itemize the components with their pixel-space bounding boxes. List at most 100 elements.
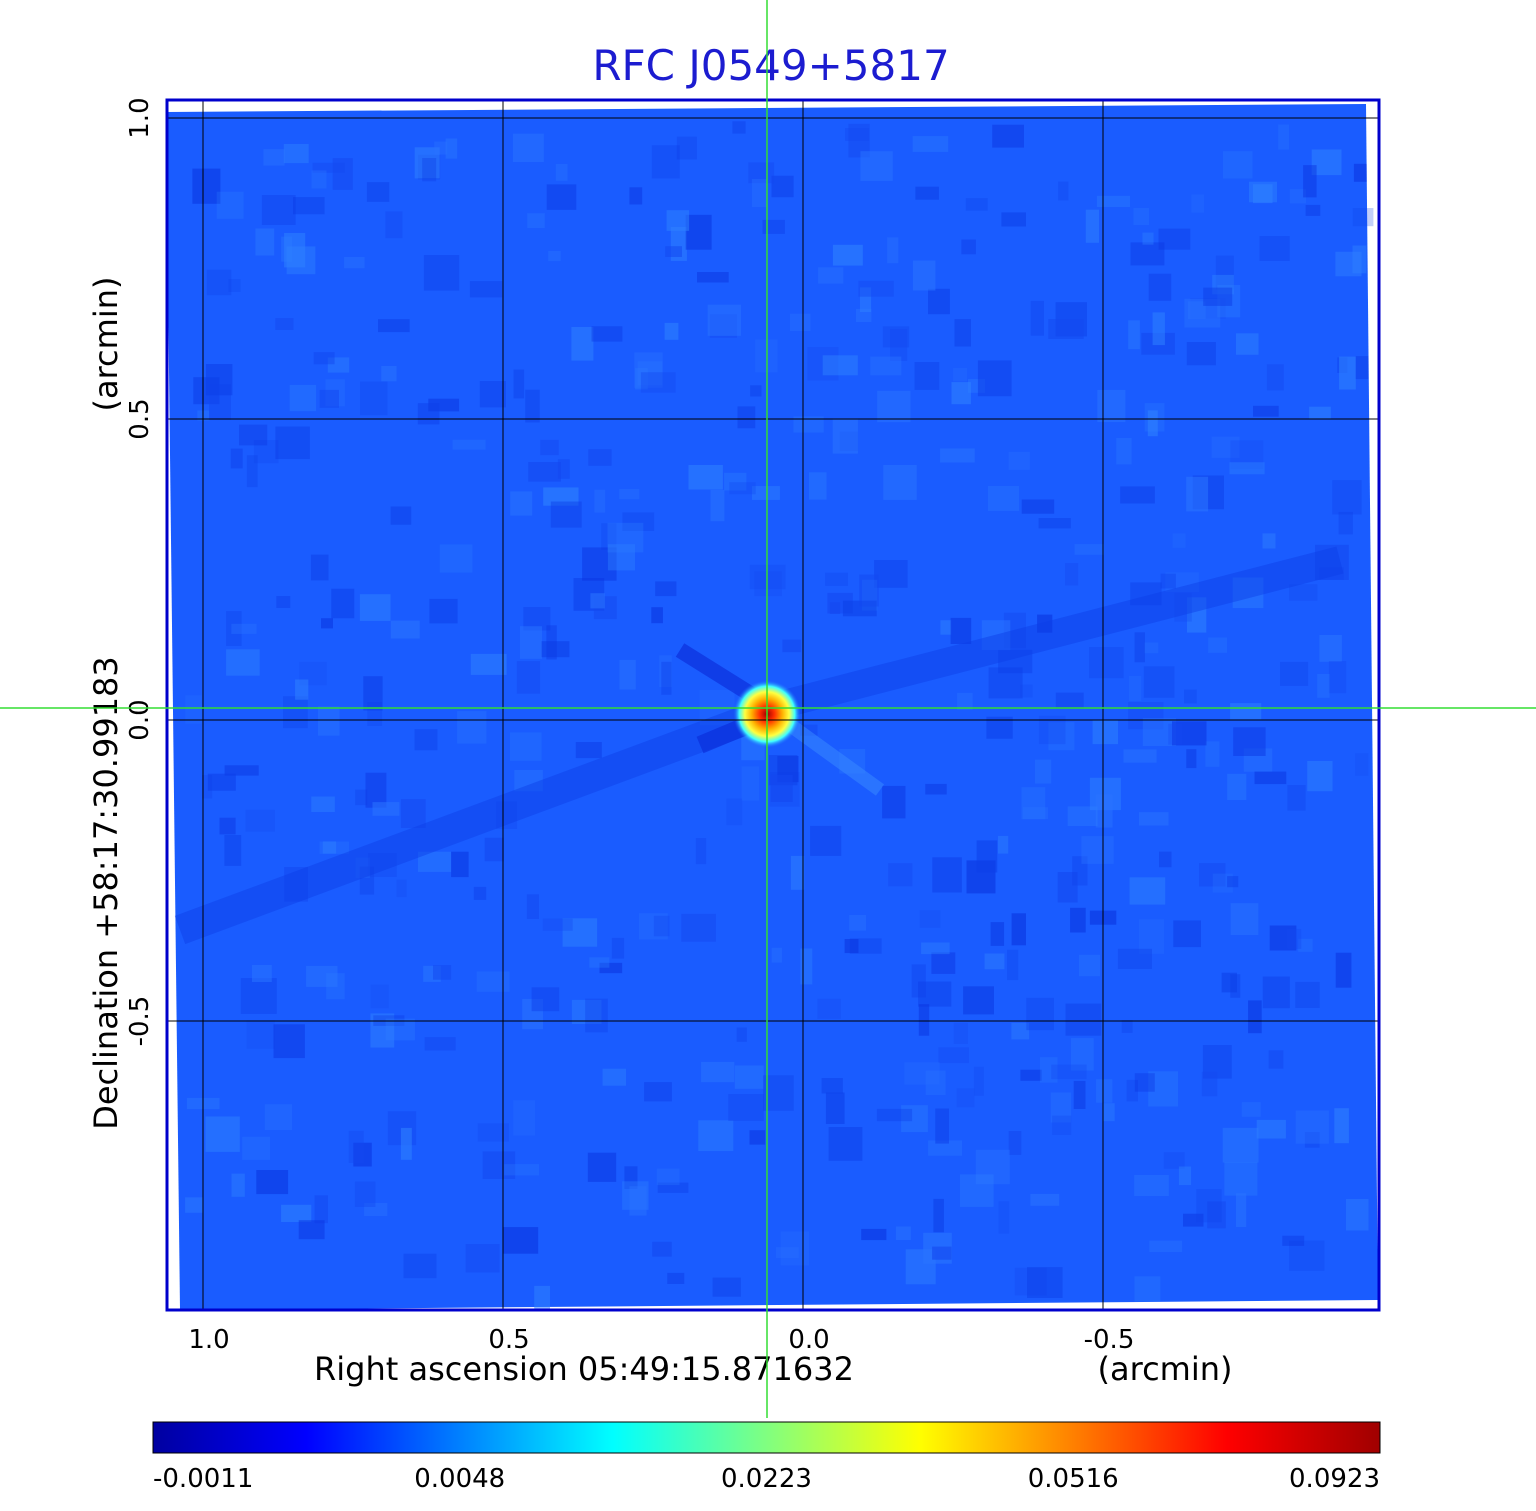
noise-patch	[856, 308, 872, 322]
noise-patch	[1287, 928, 1302, 949]
noise-patch	[245, 809, 275, 832]
noise-patch	[1243, 748, 1273, 772]
noise-patch	[751, 179, 767, 208]
noise-patch	[289, 384, 317, 412]
noise-patch	[400, 1127, 412, 1160]
coordinate-grid	[167, 100, 1379, 1310]
noise-patch	[976, 840, 998, 873]
colorbar	[152, 1421, 1381, 1454]
noise-patch	[1211, 436, 1240, 458]
x-tick-labels: 1.0 0.5 0.0 -0.5	[188, 1325, 1134, 1355]
noise-patch	[541, 641, 570, 658]
noise-patch	[1134, 1174, 1169, 1197]
noise-patch	[452, 439, 486, 450]
noise-patch	[1268, 1050, 1284, 1069]
noise-patch	[1096, 195, 1130, 207]
noise-patch	[1014, 1267, 1047, 1296]
noise-patch	[526, 894, 539, 919]
noise-patch	[882, 785, 906, 819]
noise-patch	[224, 765, 259, 776]
noise-patch	[504, 1164, 539, 1176]
noise-patch	[1172, 721, 1207, 746]
noise-patch	[348, 1130, 364, 1163]
noise-patch	[1241, 1102, 1261, 1117]
noise-patch	[385, 211, 403, 239]
noise-patch	[800, 948, 813, 985]
noise-patch	[353, 1142, 372, 1167]
noise-patch	[555, 163, 568, 181]
noise-patch	[523, 607, 551, 631]
noise-patch	[1227, 773, 1247, 800]
noise-patch	[1249, 181, 1277, 203]
noise-patch	[724, 472, 747, 491]
noise-patch	[1020, 684, 1033, 698]
noise-patch	[676, 136, 697, 160]
noise-patch	[216, 191, 244, 219]
noise-patch	[370, 1013, 395, 1048]
noise-patch	[422, 158, 437, 182]
noise-patch	[1222, 1127, 1259, 1163]
noise-patch	[984, 953, 1005, 970]
noise-patch	[726, 798, 743, 826]
noise-patch	[514, 770, 543, 792]
noise-patch	[776, 1247, 799, 1258]
noise-patch	[1338, 511, 1353, 535]
noise-patch	[365, 772, 387, 808]
noise-patch	[206, 269, 232, 296]
noise-patch	[231, 623, 257, 634]
noise-patch	[810, 825, 842, 856]
noise-patch	[1081, 836, 1114, 864]
y-tick-labels: 1.0 0.5 0.0 -0.5	[125, 97, 155, 1046]
noise-patch	[439, 544, 473, 573]
noise-patch	[1184, 689, 1197, 704]
noise-patch	[1096, 1079, 1113, 1103]
noise-patch	[185, 1197, 203, 1213]
noise-patch	[424, 1037, 456, 1051]
noise-patch	[793, 416, 824, 433]
noise-patch	[255, 228, 275, 256]
noise-patch	[226, 611, 242, 646]
noise-patch	[918, 981, 952, 1007]
noise-patch	[1065, 1003, 1102, 1036]
noise-patch	[1305, 204, 1321, 216]
noise-patch	[1215, 255, 1234, 290]
colorbar-tick-labels: -0.0011 0.0048 0.0223 0.0516 0.0923	[153, 1464, 1380, 1494]
noise-patch	[849, 914, 867, 931]
noise-patch	[890, 329, 908, 361]
noise-patch	[809, 472, 827, 500]
noise-patch	[1280, 661, 1309, 686]
noise-patch	[1158, 228, 1191, 250]
noise-patch	[1304, 1132, 1320, 1148]
noise-patch	[1227, 876, 1239, 888]
noise-patch	[276, 596, 291, 608]
noise-patch	[622, 1181, 649, 1210]
noise-patch	[681, 913, 716, 942]
noise-patch	[998, 1201, 1010, 1234]
noise-patch	[1021, 499, 1055, 514]
noise-patch	[359, 866, 375, 895]
noise-patch	[1174, 592, 1192, 622]
noise-patch	[546, 625, 557, 660]
noise-patch	[378, 319, 410, 333]
noise-patch	[656, 1168, 680, 1186]
noise-patch	[1142, 232, 1154, 245]
noise-patch	[522, 998, 543, 1030]
noise-patch	[940, 620, 952, 635]
noise-patch	[629, 187, 643, 205]
noise-patch	[1332, 480, 1362, 515]
noise-patch	[1173, 920, 1201, 948]
noise-patch	[1048, 722, 1075, 751]
noise-patch	[326, 973, 345, 1000]
noise-patch	[860, 151, 893, 181]
noise-patch	[385, 1018, 415, 1041]
noise-patch	[861, 1228, 887, 1241]
noise-patch	[832, 244, 863, 266]
noise-patch	[1187, 597, 1207, 633]
noise-patch	[231, 1173, 245, 1197]
noise-patch	[825, 572, 848, 586]
noise-patch	[1335, 251, 1362, 277]
noise-patch	[1121, 1020, 1133, 1033]
noise-patch	[298, 1220, 325, 1240]
noise-patch	[1352, 245, 1367, 274]
noise-patch	[790, 855, 805, 890]
